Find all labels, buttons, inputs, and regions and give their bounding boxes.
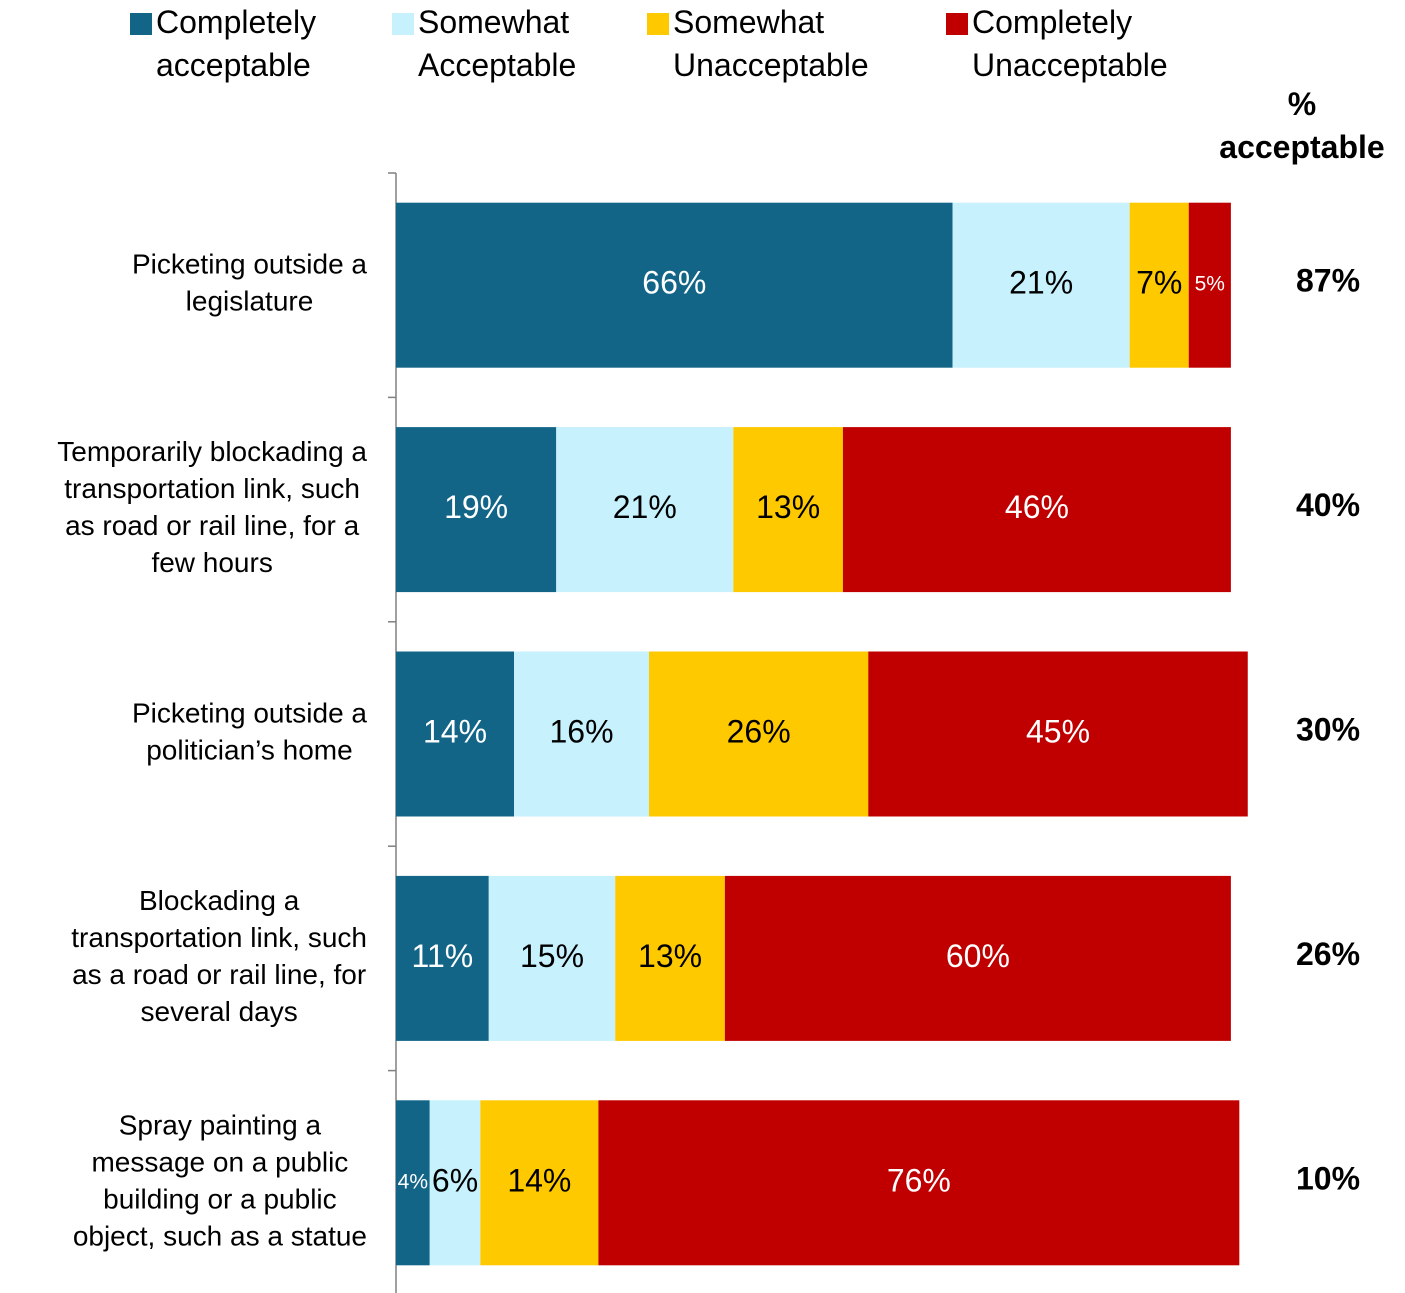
bar-segment — [396, 202, 953, 368]
data-label: 5% — [1195, 273, 1225, 296]
data-label: 14% — [507, 1162, 571, 1198]
bar-segment — [429, 1100, 481, 1266]
category-label-line: few hours — [151, 547, 272, 578]
data-label: 15% — [520, 938, 584, 974]
legend-label-line: Somewhat — [673, 4, 824, 40]
data-label: 14% — [423, 713, 487, 749]
category-label: Spray painting a message on a public build… — [73, 1110, 367, 1252]
bar-segment — [648, 651, 869, 817]
legend-label: Completely Unacceptable — [972, 4, 1168, 83]
legend-label-line: Unacceptable — [972, 47, 1168, 83]
summary-value: 10% — [1296, 1160, 1360, 1196]
category-label: Blockading a transportation link, such as … — [71, 885, 367, 1027]
data-label: 21% — [1009, 265, 1073, 301]
category-label: Temporarily blockading a transportation l… — [57, 436, 367, 578]
category-label-line: Picketing outside a — [132, 698, 367, 729]
bar-segment — [514, 651, 649, 817]
category-label-line: as road or rail line, for a — [65, 510, 360, 541]
legend-label: Somewhat Acceptable — [418, 4, 576, 83]
bar-segment — [952, 202, 1130, 368]
legend-swatch — [946, 13, 968, 35]
legend-label-line: Acceptable — [418, 47, 576, 83]
bar-segment — [724, 875, 1231, 1041]
bar-segment — [480, 1100, 599, 1266]
data-label: 66% — [642, 265, 706, 301]
legend-label-line: Somewhat — [418, 4, 569, 40]
bar-segment — [396, 875, 489, 1041]
summary-header-line: acceptable — [1219, 129, 1384, 165]
legend-swatch — [647, 13, 669, 35]
legend-label-line: Unacceptable — [673, 47, 869, 83]
category-label-line: Temporarily blockading a — [57, 436, 367, 467]
bar-segment — [615, 875, 725, 1041]
summary-header-line: % — [1288, 86, 1316, 122]
data-label: 6% — [432, 1162, 478, 1198]
bar-segment — [598, 1100, 1240, 1266]
data-label: 7% — [1136, 265, 1182, 301]
summary-header: % acceptable — [1219, 86, 1384, 165]
category-label-line: transportation link, such — [64, 473, 360, 504]
category-label-line: building or a public — [103, 1184, 337, 1215]
bar-segment — [396, 651, 515, 817]
category-label-line: Blockading a — [139, 885, 300, 916]
data-label: 76% — [887, 1162, 951, 1198]
summary-value: 30% — [1296, 711, 1360, 747]
category-label-line: as a road or rail line, for — [72, 959, 366, 990]
legend-label-line: acceptable — [156, 47, 311, 83]
legend-label: Completely acceptable — [156, 4, 316, 83]
legend-swatch — [392, 13, 414, 35]
data-label: 16% — [550, 713, 614, 749]
legend-label-line: Completely — [972, 4, 1132, 40]
data-label: 19% — [444, 489, 508, 525]
data-label: 13% — [756, 489, 820, 525]
legend-swatch — [130, 13, 152, 35]
data-label: 46% — [1005, 489, 1069, 525]
category-label: Picketing outside a legislature — [132, 249, 367, 317]
summary-value: 26% — [1296, 936, 1360, 972]
bar-segment — [396, 1100, 430, 1266]
bar-segment — [868, 651, 1248, 817]
data-label: 13% — [638, 938, 702, 974]
bar-segment — [733, 427, 843, 593]
category-label: Picketing outside a politician’s home — [132, 698, 367, 766]
legend-label: Somewhat Unacceptable — [673, 4, 869, 83]
bar-segment — [1129, 202, 1189, 368]
bar-segment — [556, 427, 734, 593]
bar-segment — [396, 427, 557, 593]
category-label-line: legislature — [186, 286, 314, 317]
data-label: 26% — [727, 713, 791, 749]
bar-segment — [842, 427, 1231, 593]
data-label: 45% — [1026, 713, 1090, 749]
summary-value: 87% — [1296, 263, 1360, 299]
category-label-line: Spray painting a — [119, 1110, 322, 1141]
bar-segment — [488, 875, 616, 1041]
category-label-line: Picketing outside a — [132, 249, 367, 280]
data-label: 4% — [398, 1170, 428, 1193]
summary-value: 40% — [1296, 487, 1360, 523]
legend-label-line: Completely — [156, 4, 316, 40]
category-label-line: several days — [141, 996, 298, 1027]
data-label: 11% — [412, 938, 474, 974]
bar-segment — [1188, 202, 1231, 368]
category-label-line: object, such as a statue — [73, 1221, 367, 1252]
category-label-line: message on a public — [91, 1147, 348, 1178]
category-label-line: politician’s home — [146, 735, 353, 766]
category-label-line: transportation link, such — [71, 922, 367, 953]
data-label: 21% — [613, 489, 677, 525]
data-label: 60% — [946, 938, 1010, 974]
